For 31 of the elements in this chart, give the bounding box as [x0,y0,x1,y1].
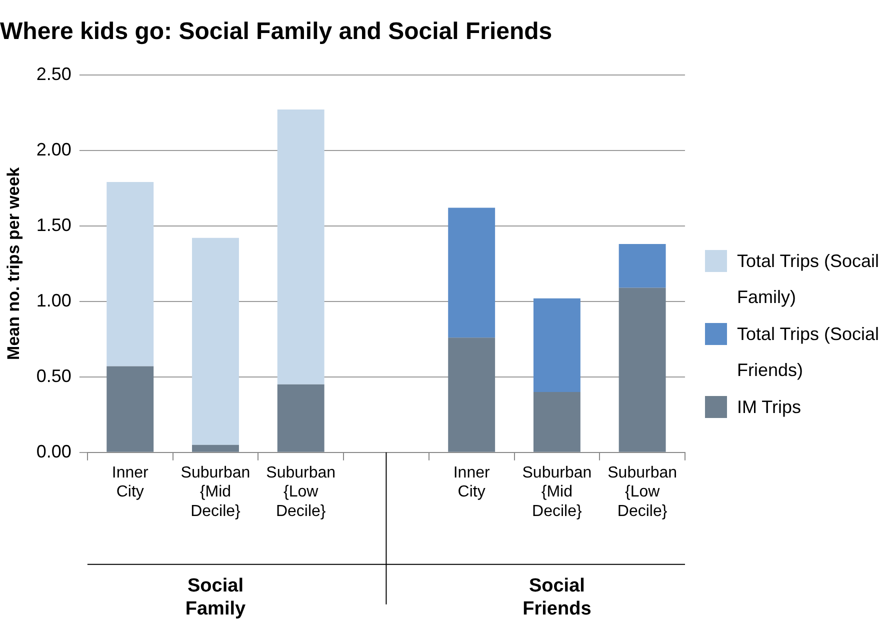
legend-label: Total Trips (Socail Family) [737,250,880,309]
bar [618,288,666,452]
y-tick-label: 0.00 [36,441,72,462]
legend-label: Total Trips (Social Friends) [737,323,880,382]
y-axis-title: Mean no. trips per week [4,166,23,360]
bar [106,366,154,452]
y-tick-label: 1.00 [36,290,72,310]
legend-label: IM Trips [737,396,802,419]
text: Social Friends [522,575,592,619]
x-tick-label: Suburban {Mid Decile} [522,464,592,520]
bar [192,444,239,452]
bar [448,208,496,338]
y-tick-label: 0.50 [36,366,72,386]
bar [618,244,666,288]
y-tick-label: 1.50 [36,214,72,235]
x-tick-label: Suburban {Low Decile} [608,464,678,520]
bar [533,392,580,452]
bar [106,182,154,366]
bar [277,384,324,452]
bar [192,238,239,445]
bar [533,298,580,392]
x-tick-label: Inner City [112,464,150,501]
x-tick-label: Suburban {Low Decile} [266,464,336,520]
bar [448,338,496,452]
y-tick-label: 2.00 [36,139,72,160]
x-tick-label: Suburban {Mid Decile} [180,464,250,520]
text: Social Family [185,575,246,619]
x-tick-label: Inner City [453,464,490,501]
bar [277,110,324,384]
y-tick-label: 2.50 [36,64,72,84]
chart-title: Where kids go: Social Family and Social Friends [0,18,552,46]
